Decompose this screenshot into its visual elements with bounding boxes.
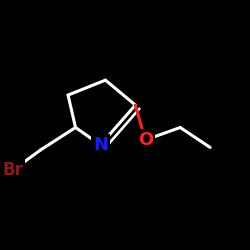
- Text: O: O: [138, 131, 153, 149]
- Text: Br: Br: [3, 161, 24, 179]
- Text: N: N: [93, 136, 108, 154]
